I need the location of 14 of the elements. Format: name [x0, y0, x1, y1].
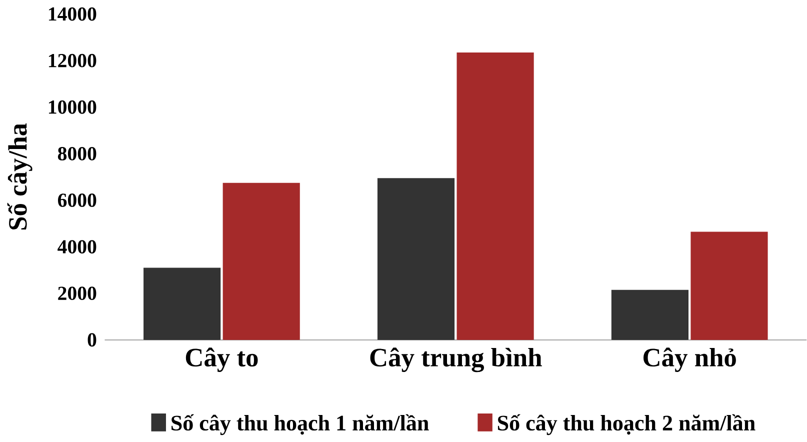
y-tick-label: 12000 — [48, 54, 96, 68]
y-tick-label: 0 — [88, 332, 96, 346]
x-tick-label: Cây trung bình — [370, 347, 542, 372]
legend-label: Số cây thu hoạch 2 năm/lần — [498, 414, 756, 435]
x-tick-label: Cây to — [186, 347, 258, 372]
y-tick-label: 10000 — [48, 100, 96, 114]
legend-label: Số cây thu hoạch 1 năm/lần — [172, 414, 429, 435]
y-axis-title: Số cây/ha — [7, 123, 32, 230]
y-tick-label: 2000 — [58, 286, 96, 300]
y-tick-label: 8000 — [58, 146, 96, 160]
y-tick-label: 6000 — [58, 193, 96, 207]
y-tick-label: 4000 — [58, 240, 96, 254]
x-tick-label: Cây nhỏ — [644, 347, 736, 372]
y-tick-label: 14000 — [48, 7, 96, 21]
